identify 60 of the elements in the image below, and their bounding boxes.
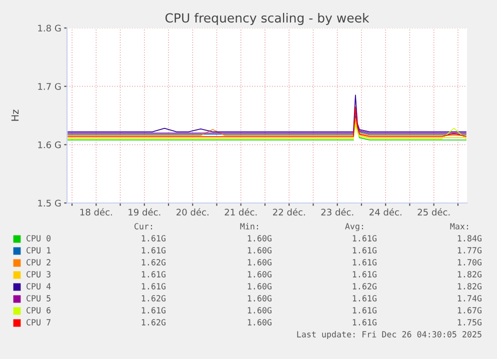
legend-label: CPU 2 <box>26 259 50 266</box>
text: 1.61G <box>352 235 376 242</box>
chart-title: CPU frequency scaling - by week <box>165 12 370 26</box>
text: 1.60G <box>248 295 272 302</box>
text: Avg: <box>345 223 363 232</box>
text: 1.70G <box>458 259 482 266</box>
text: 1.60G <box>248 259 272 266</box>
line-series <box>68 94 466 132</box>
text: 1.62G <box>142 259 166 266</box>
text: Min: <box>240 222 258 230</box>
y-tick-label: 1.6 G <box>38 141 61 148</box>
text: 1.62G <box>352 283 376 290</box>
text: 1.60G <box>248 235 272 242</box>
text: 1.82G <box>458 283 482 290</box>
text: 1.61G <box>142 247 166 254</box>
x-tick-label: 18 déc. <box>80 208 112 216</box>
legend-label: CPU 3 <box>26 271 50 278</box>
text: 1.61G <box>352 319 376 326</box>
y-tick-label: 1.5 G <box>38 200 61 207</box>
text: 1.61G <box>142 307 166 314</box>
text: 1.61G <box>352 295 376 302</box>
x-tick-label: 25 déc. <box>418 208 450 216</box>
text: 1.77G <box>458 247 482 254</box>
x-tick-label: 21 déc. <box>224 208 257 216</box>
text: 1.75G <box>458 319 482 326</box>
text: 1.61G <box>352 259 376 266</box>
y-axis-title: Hz <box>11 110 19 121</box>
text: 1.61G <box>352 307 376 314</box>
y-tick-label: 1.8 G <box>38 24 61 32</box>
y-tick-label: 1.7 G <box>38 83 61 90</box>
text: 1.61G <box>142 271 166 278</box>
text: 1.82G <box>458 271 482 278</box>
text: 1.84G <box>458 235 482 242</box>
text: 1.67G <box>458 307 482 314</box>
x-tick-label: 22 déc. <box>273 208 305 216</box>
legend-label: CPU 5 <box>26 295 50 302</box>
legend-label: CPU 6 <box>26 307 51 314</box>
text: Cur: <box>134 223 152 230</box>
x-tick-label: 23 déc. <box>321 208 354 216</box>
text: 1.60G <box>248 247 272 254</box>
text: 1.60G <box>248 283 272 290</box>
x-tick-label: 24 déc. <box>370 208 402 216</box>
legend-label: CPU 4 <box>26 283 51 290</box>
text: 1.60G <box>248 271 272 278</box>
x-tick-label: 19 déc. <box>128 208 160 216</box>
x-tick-label: 20 déc. <box>176 208 208 216</box>
legend-label: CPU 0 <box>26 235 51 242</box>
text: Last update: Fri Dec 26 04:30:05 2025 <box>297 330 482 340</box>
text: 1.61G <box>142 235 166 242</box>
text: 1.61G <box>142 283 166 290</box>
text: 1.62G <box>142 319 166 326</box>
legend-label: CPU 7 <box>26 319 50 326</box>
text: 1.61G <box>352 271 376 278</box>
text: 1.74G <box>458 295 482 302</box>
text: Max: <box>450 223 468 230</box>
text: 1.60G <box>248 307 272 314</box>
text: 1.60G <box>248 319 272 326</box>
text: 1.61G <box>352 247 376 254</box>
text: 1.62G <box>142 295 166 302</box>
legend-label: CPU 1 <box>26 247 51 254</box>
